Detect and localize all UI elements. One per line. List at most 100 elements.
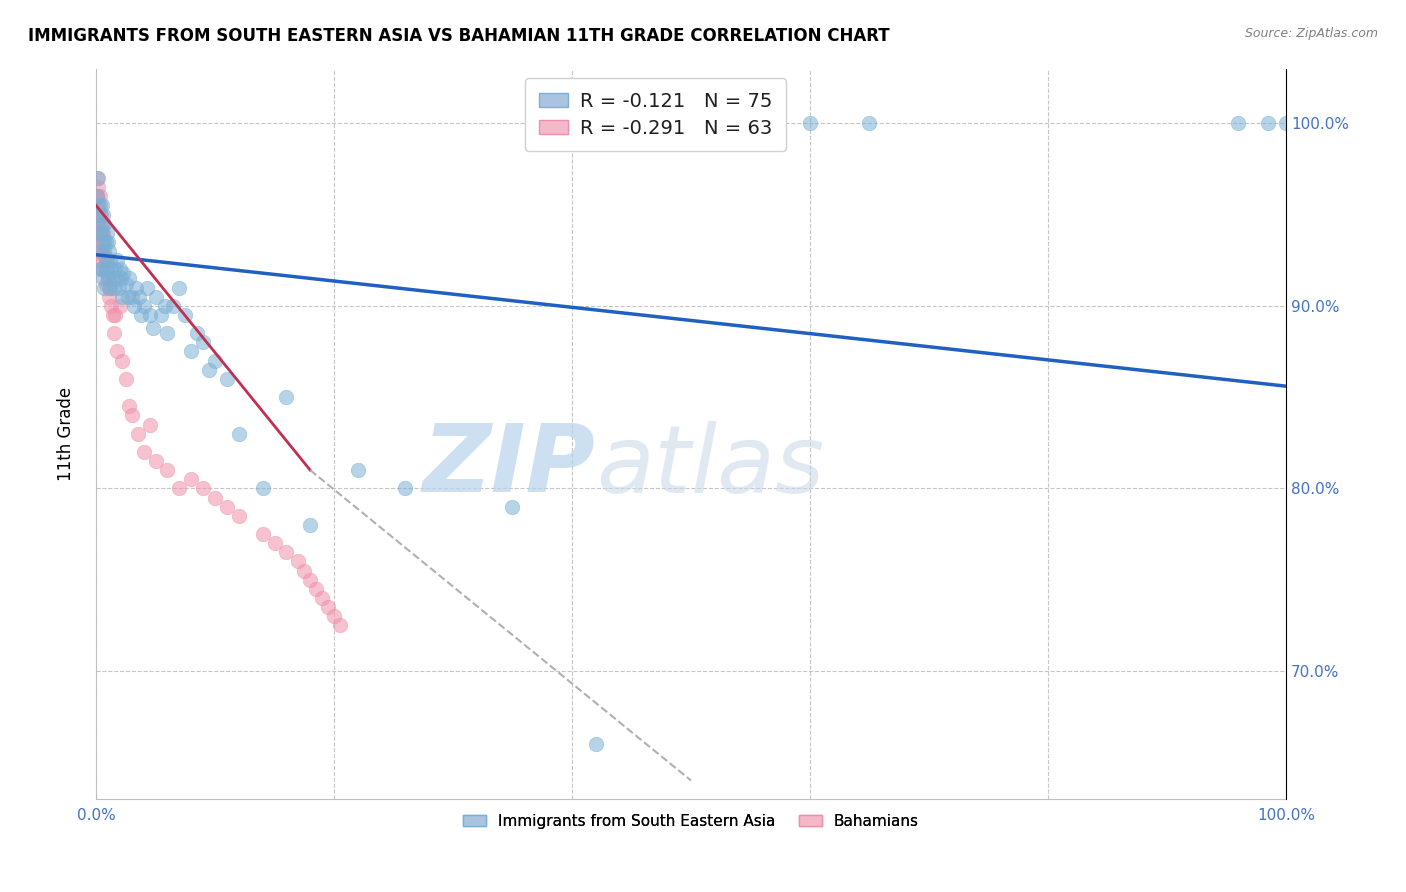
Point — [198, 363, 221, 377]
Point — [128, 290, 150, 304]
Point — [104, 308, 127, 322]
Point — [94, 277, 117, 291]
Point — [91, 262, 114, 277]
Point — [118, 399, 141, 413]
Point — [122, 299, 145, 313]
Point — [96, 253, 118, 268]
Point — [91, 248, 114, 262]
Point — [103, 326, 125, 341]
Point — [90, 244, 112, 258]
Point — [1227, 116, 1250, 130]
Point — [90, 217, 112, 231]
Point — [93, 244, 115, 258]
Point — [215, 500, 238, 514]
Point — [98, 280, 121, 294]
Point — [87, 226, 110, 240]
Point — [91, 253, 114, 268]
Point — [93, 248, 115, 262]
Point — [180, 472, 202, 486]
Point — [394, 482, 416, 496]
Point — [97, 271, 120, 285]
Point — [91, 271, 114, 285]
Point — [263, 536, 285, 550]
Y-axis label: 11th Grade: 11th Grade — [58, 386, 75, 481]
Point — [292, 564, 315, 578]
Point — [276, 390, 298, 404]
Point — [145, 290, 167, 304]
Point — [91, 198, 114, 212]
Point — [98, 244, 121, 258]
Point — [323, 609, 346, 624]
Text: ZIP: ZIP — [423, 420, 596, 513]
Point — [121, 409, 143, 423]
Point — [299, 573, 322, 587]
Point — [100, 299, 122, 313]
Point — [101, 308, 124, 322]
Point — [89, 226, 111, 240]
Point — [89, 235, 111, 249]
Point — [346, 463, 368, 477]
Point — [107, 344, 129, 359]
Point — [174, 308, 197, 322]
Point — [96, 262, 118, 277]
Point — [191, 335, 214, 350]
Point — [89, 208, 111, 222]
Point — [91, 262, 114, 277]
Point — [93, 280, 115, 294]
Point — [191, 482, 214, 496]
Legend: Immigrants from South Eastern Asia, Bahamians: Immigrants from South Eastern Asia, Baha… — [457, 808, 925, 835]
Point — [89, 198, 111, 212]
Point — [1257, 116, 1279, 130]
Point — [585, 737, 607, 751]
Point — [502, 500, 524, 514]
Point — [127, 426, 149, 441]
Point — [252, 482, 274, 496]
Point — [91, 226, 114, 240]
Point — [1275, 116, 1298, 130]
Point — [311, 591, 333, 605]
Point — [129, 308, 152, 322]
Point — [114, 372, 136, 386]
Point — [87, 208, 110, 222]
Point — [96, 226, 118, 240]
Point — [87, 198, 110, 212]
Point — [105, 271, 128, 285]
Point — [276, 545, 298, 559]
Point — [86, 171, 108, 186]
Point — [87, 180, 110, 194]
Point — [858, 116, 880, 130]
Point — [121, 290, 143, 304]
Point — [93, 235, 115, 249]
Point — [101, 271, 124, 285]
Point — [87, 171, 110, 186]
Point — [107, 253, 129, 268]
Text: IMMIGRANTS FROM SOUTH EASTERN ASIA VS BAHAMIAN 11TH GRADE CORRELATION CHART: IMMIGRANTS FROM SOUTH EASTERN ASIA VS BA… — [28, 27, 890, 45]
Point — [89, 262, 111, 277]
Point — [186, 326, 208, 341]
Point — [136, 280, 159, 294]
Point — [150, 308, 173, 322]
Point — [91, 235, 114, 249]
Point — [125, 280, 148, 294]
Point — [93, 217, 115, 231]
Point — [169, 280, 191, 294]
Point — [118, 271, 141, 285]
Point — [169, 482, 191, 496]
Point — [299, 517, 322, 532]
Point — [156, 326, 179, 341]
Point — [329, 618, 352, 632]
Point — [114, 277, 136, 291]
Point — [91, 217, 114, 231]
Point — [97, 271, 120, 285]
Point — [90, 244, 112, 258]
Point — [799, 116, 821, 130]
Point — [180, 344, 202, 359]
Point — [228, 508, 250, 523]
Point — [132, 299, 155, 313]
Point — [108, 262, 131, 277]
Point — [90, 208, 112, 222]
Point — [94, 253, 117, 268]
Point — [87, 217, 110, 231]
Point — [142, 320, 165, 334]
Point — [111, 353, 134, 368]
